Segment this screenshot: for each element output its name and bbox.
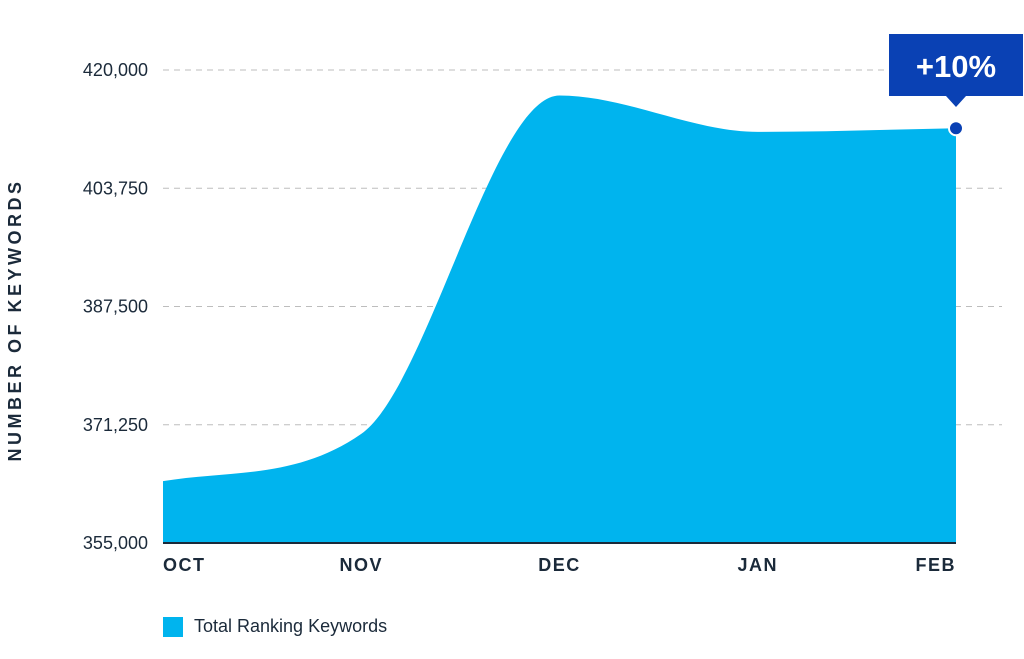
x-tick-label: DEC bbox=[538, 555, 581, 575]
y-axis-tick-labels: 420,000 403,750 387,500 371,250 355,000 bbox=[83, 60, 148, 553]
annotation-badge: +10% bbox=[889, 34, 1023, 137]
x-tick-label: NOV bbox=[339, 555, 383, 575]
y-tick-label: 420,000 bbox=[83, 60, 148, 80]
y-tick-label: 355,000 bbox=[83, 533, 148, 553]
x-tick-label: JAN bbox=[737, 555, 778, 575]
legend-label: Total Ranking Keywords bbox=[194, 616, 388, 636]
legend-swatch bbox=[163, 616, 183, 637]
x-axis-tick-labels: OCT NOV DEC JAN FEB bbox=[163, 555, 957, 575]
annotation-badge-text: +10% bbox=[916, 49, 996, 84]
legend: Total Ranking Keywords bbox=[163, 616, 387, 637]
y-axis-title: NUMBER OF KEYWORDS bbox=[5, 179, 25, 462]
series-end-marker bbox=[948, 120, 964, 137]
x-tick-label: OCT bbox=[163, 555, 206, 575]
x-tick-label: FEB bbox=[916, 555, 957, 575]
y-tick-label: 387,500 bbox=[83, 297, 148, 317]
y-tick-label: 403,750 bbox=[83, 178, 148, 198]
series-area-total-ranking-keywords bbox=[163, 95, 956, 543]
annotation-badge-bubble bbox=[889, 34, 1023, 107]
y-tick-label: 371,250 bbox=[83, 415, 148, 435]
